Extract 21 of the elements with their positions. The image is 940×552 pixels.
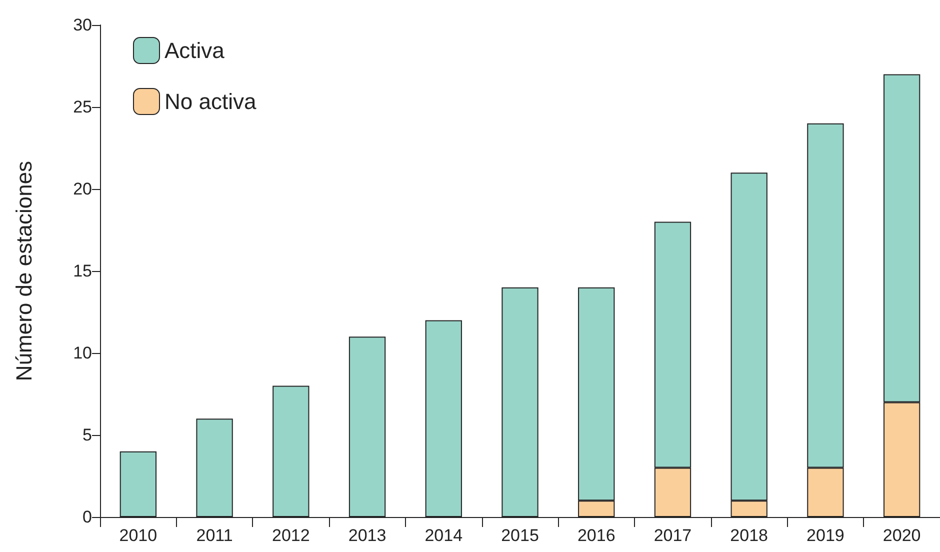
legend-label: No activa (164, 89, 257, 114)
x-tick-label: 2020 (882, 526, 921, 545)
y-tick-label: 10 (73, 344, 92, 362)
x-tick-label: 2015 (501, 526, 539, 545)
y-axis-title: Número de estaciones (12, 160, 36, 382)
x-tick-label: 2019 (806, 526, 844, 545)
x-tick-label: 2013 (348, 526, 386, 545)
y-tick-label: 30 (73, 16, 92, 34)
y-tick-label: 25 (73, 98, 92, 116)
x-tick-label: 2016 (577, 526, 616, 545)
x-tick-label: 2014 (424, 526, 463, 545)
legend-label: Activa (164, 38, 226, 63)
y-tick-label: 20 (73, 180, 92, 198)
y-tick-label: 0 (82, 508, 92, 526)
y-tick-label: 5 (82, 426, 92, 444)
y-tick-label: 15 (73, 262, 92, 280)
x-tick-label: 2012 (272, 526, 310, 545)
x-tick-label: 2018 (730, 526, 768, 545)
x-tick-label: 2011 (196, 526, 233, 545)
x-tick-label: 2010 (119, 526, 158, 545)
x-tick-label: 2017 (654, 526, 692, 545)
